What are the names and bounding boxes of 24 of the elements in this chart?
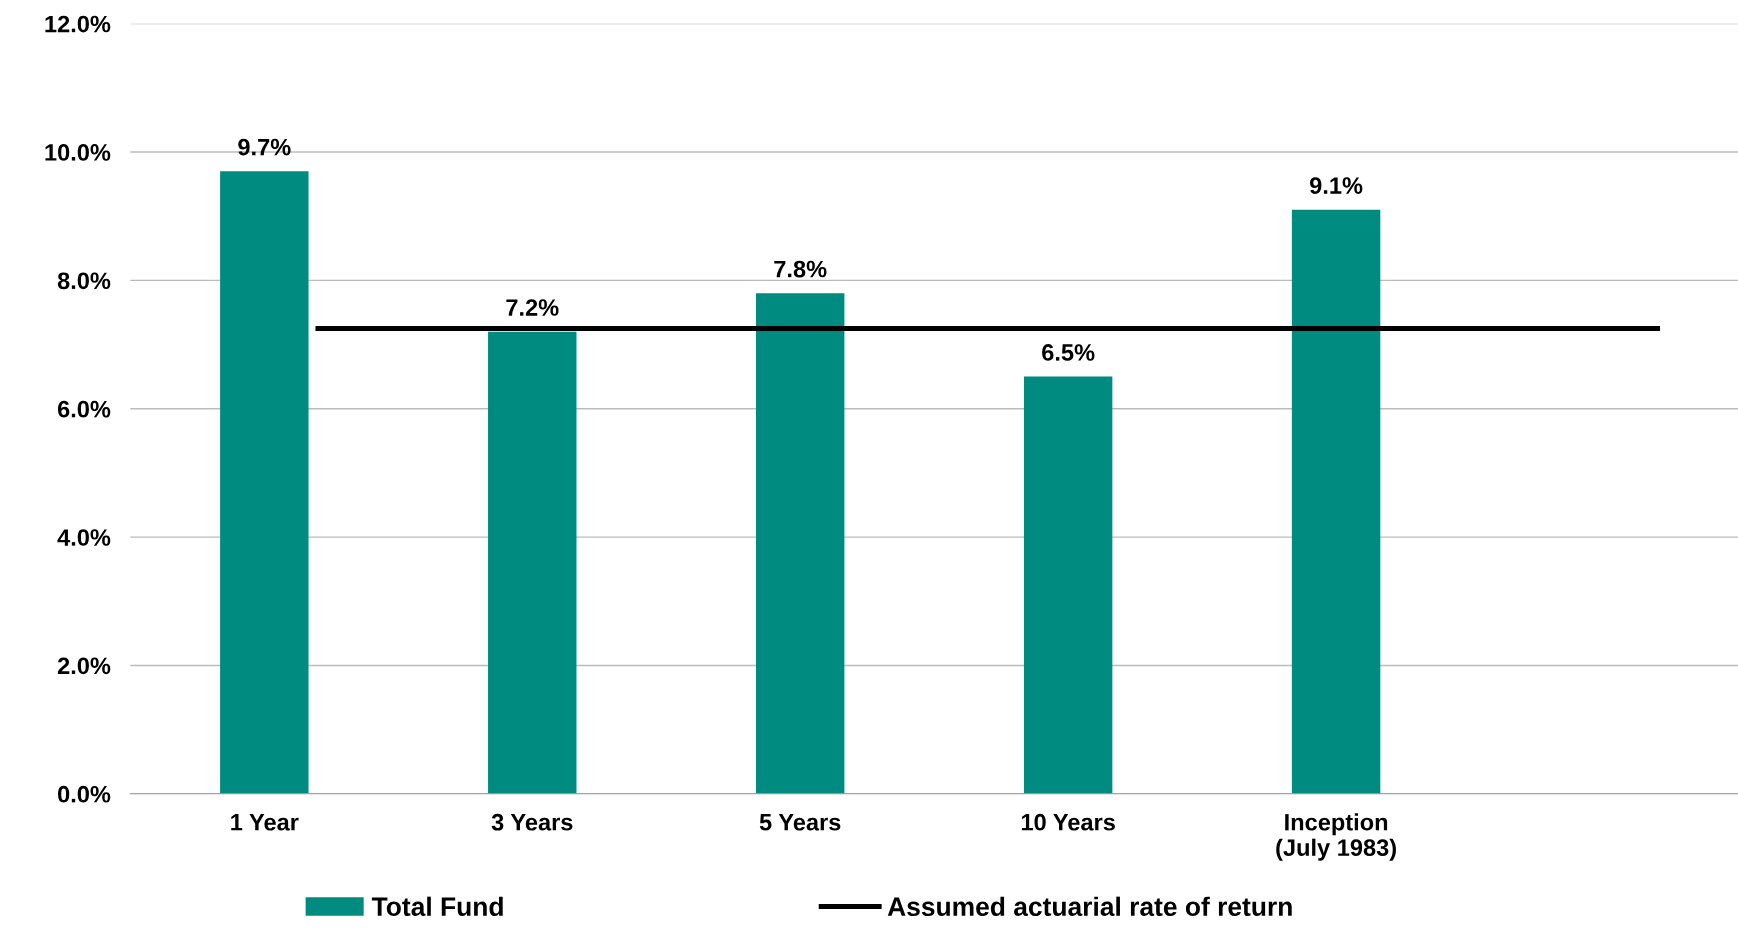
data-label: 6.5%: [1042, 344, 1095, 361]
data-label: 7.8%: [774, 260, 827, 278]
data-label: 9.7%: [238, 138, 291, 156]
x-tick-label: 5 Years: [759, 814, 841, 831]
x-tick-label: 10 Years: [1021, 813, 1115, 831]
y-tick-label: 10.0%: [45, 144, 111, 161]
bar: [220, 171, 309, 794]
legend-label: Assumed actuarial rate of return: [887, 896, 1292, 917]
y-tick-label: 6.0%: [57, 400, 111, 418]
x-tick-label: 3 Years: [491, 813, 573, 831]
legend-label: Total Fund: [371, 896, 503, 917]
bar: [755, 293, 845, 794]
data-label: 7.2%: [506, 299, 559, 316]
x-tick-label: Inception (July 1983): [1276, 813, 1396, 861]
y-tick-label: 4.0%: [57, 529, 111, 546]
y-tick-label: 12.0%: [45, 15, 111, 33]
bar: [1023, 376, 1113, 794]
bar: [1291, 209, 1381, 794]
y-tick-label: 8.0%: [57, 272, 111, 290]
y-tick-label: 0.0%: [58, 785, 111, 803]
y-tick-label: 2.0%: [57, 657, 111, 675]
data-label: 9.1%: [1310, 177, 1363, 194]
bar: [488, 331, 577, 794]
x-tick-label: 1 Year: [231, 814, 299, 831]
